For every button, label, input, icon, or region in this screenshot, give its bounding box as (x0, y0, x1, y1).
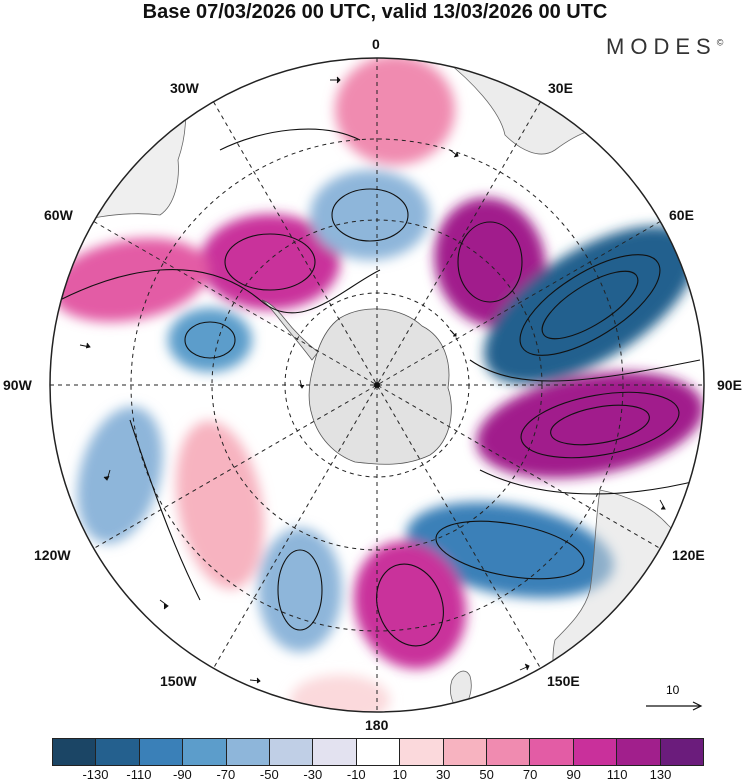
colorbar-swatch (96, 739, 140, 765)
lon-label-60e: 60E (669, 207, 694, 223)
anomaly-blob (353, 541, 467, 669)
colorbar-tick-label: 30 (435, 767, 451, 782)
colorbar-tick-label: -50 (259, 767, 279, 782)
south-america-landmass (50, 59, 187, 231)
colorbar-tick-label: -90 (172, 767, 192, 782)
colorbar-swatch (573, 739, 618, 765)
anomaly-blob (50, 238, 210, 322)
anomaly-blob (310, 170, 430, 260)
lon-label-180: 180 (365, 717, 389, 733)
colorbar-swatch (313, 739, 357, 765)
colorbar-tick-label: -130 (82, 767, 109, 782)
lon-label-90e: 90E (717, 377, 742, 393)
lon-label-30e: 30E (548, 80, 573, 96)
colorbar (52, 738, 704, 766)
anomaly-blob (77, 406, 163, 544)
colorbar-swatch (53, 739, 97, 765)
reference-arrow-icon (646, 701, 703, 711)
colorbar-tick-label: 50 (479, 767, 494, 782)
colorbar-swatch (660, 739, 704, 765)
modes-logo: MODES© (606, 34, 723, 60)
colorbar-swatch (530, 739, 574, 765)
colorbar-tick-label: -10 (346, 767, 366, 782)
lon-label-150w: 150W (160, 673, 197, 689)
lon-label-30w: 30W (170, 80, 199, 96)
new-zealand-landmass (450, 670, 472, 712)
colorbar-tick-label: -30 (303, 767, 323, 782)
lon-label-120w: 120W (34, 547, 71, 563)
colorbar-tick-label: 110 (606, 767, 628, 782)
colorbar-tick-label: 130 (649, 767, 672, 782)
colorbar-swatch (617, 739, 661, 765)
lon-label-120e: 120E (672, 547, 705, 563)
lon-label-150e: 150E (547, 673, 580, 689)
colorbar-swatch (226, 739, 271, 765)
brand-mark: © (716, 37, 724, 48)
colorbar-swatch (139, 739, 184, 765)
colorbar-tick-label: 70 (522, 767, 538, 782)
reference-vector-value: 10 (666, 683, 680, 697)
anomaly-blob (335, 58, 455, 165)
map-title: Base 07/03/2026 00 UTC, valid 13/03/2026… (142, 1, 608, 23)
colorbar-tick-label: -110 (126, 767, 152, 782)
antarctic-peninsula (261, 299, 319, 361)
anomaly-blob (168, 308, 252, 372)
colorbar-tick-label: -70 (216, 767, 236, 782)
colorbar-tick-label: 10 (392, 767, 407, 782)
colorbar-swatch (183, 739, 227, 765)
colorbar-swatch (400, 739, 444, 765)
colorbar-swatch (487, 739, 531, 765)
map-border (49, 57, 705, 713)
anomaly-blob (290, 675, 390, 712)
colorbar-tick-label: 90 (566, 767, 581, 782)
colorbar-swatch (356, 739, 401, 765)
anomaly-blob (258, 528, 342, 652)
lon-label-0: 0 (372, 36, 380, 52)
colorbar-swatch (443, 739, 488, 765)
lon-label-60w: 60W (44, 207, 73, 223)
streamlines (59, 128, 701, 647)
anomaly-blob (200, 214, 340, 310)
colorbar-swatch (270, 739, 314, 765)
lon-label-90w: 90W (3, 377, 32, 393)
brand-text: MODES (606, 34, 717, 59)
south-pole-marker (374, 382, 380, 388)
